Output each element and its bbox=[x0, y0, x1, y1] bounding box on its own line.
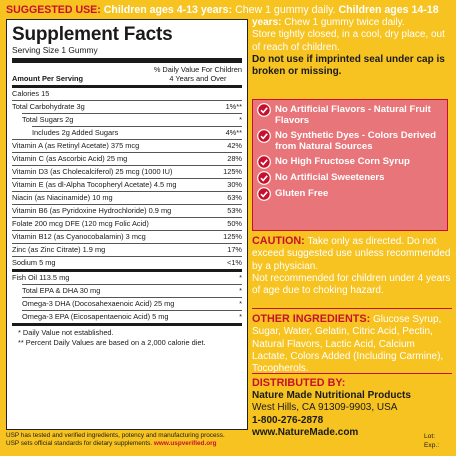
distributor-title: DISTRIBUTED BY: bbox=[252, 377, 346, 389]
dv-header: % Daily Value For Children 4 Years and O… bbox=[153, 65, 242, 83]
facts-title: Supplement Facts bbox=[12, 24, 173, 45]
distributor-section: DISTRIBUTED BY: Nature Made Nutritional … bbox=[252, 377, 452, 439]
distributor-address: West Hills, CA 91309-9903, USA bbox=[252, 402, 398, 414]
facts-row: Vitamin E (as dl-Alpha Tocopheryl Acetat… bbox=[12, 178, 242, 189]
ingredients-section: OTHER INGREDIENTS: Glucose Syrup, Sugar,… bbox=[252, 313, 452, 375]
kids-text: Chew 1 gummy daily. bbox=[235, 4, 336, 16]
storage-text: Store tightly closed, in a cool, dry pla… bbox=[252, 29, 445, 53]
claims-box: No Artificial Flavors - Natural Fruit Fl… bbox=[252, 99, 448, 231]
facts-row: Omega-3 DHA (Docosahexaenoic Acid) 25 mg… bbox=[22, 297, 242, 308]
suggested-use-line: SUGGESTED USE: Children ages 4-13 years:… bbox=[6, 4, 452, 17]
serving-size: Serving Size 1 Gummy bbox=[12, 45, 242, 63]
footnote-percent: ** Percent Daily Values are based on a 2… bbox=[18, 338, 206, 347]
teen-label: Children ages 14-18 bbox=[338, 4, 439, 16]
claim-item: Gluten Free bbox=[257, 186, 443, 201]
facts-row: Sodium 5 mg <1% bbox=[12, 256, 242, 267]
lot-exp: Lot: Exp.: bbox=[424, 432, 452, 450]
facts-row: Total EPA & DHA 30 mg * bbox=[22, 284, 242, 295]
facts-row: Includes 2g Added Sugars 4%** bbox=[32, 126, 242, 137]
facts-row: Total Sugars 2g * bbox=[22, 113, 242, 124]
distributor-name: Nature Made Nutritional Products bbox=[252, 390, 411, 401]
lot-label: Lot: bbox=[424, 433, 435, 440]
claim-item: No High Fructose Corn Syrup bbox=[257, 154, 443, 169]
distributor-phone: 1-800-276-2878 bbox=[252, 414, 324, 426]
check-circle-icon bbox=[257, 128, 271, 143]
distributor-web[interactable]: www.NatureMade.com bbox=[252, 426, 359, 438]
ingredients-title: OTHER INGREDIENTS: bbox=[252, 313, 371, 325]
divider bbox=[252, 373, 452, 375]
caution-title: CAUTION: bbox=[252, 235, 305, 247]
facts-row: Total Carbohydrate 3g 1%** bbox=[12, 100, 242, 111]
usp-line1: USP has tested and verified ingredients,… bbox=[6, 432, 225, 439]
choking-warning: Not recommended for children under 4 yea… bbox=[252, 272, 451, 297]
facts-row: Vitamin B12 (as Cyanocobalamin) 3 mcg 125… bbox=[12, 230, 242, 241]
divider bbox=[252, 308, 452, 310]
facts-row: Vitamin D3 (as Cholecalciferol) 25 mcg (… bbox=[12, 165, 242, 176]
facts-row: Zinc (as Zinc Citrate) 1.9 mg 17% bbox=[12, 243, 242, 254]
exp-label: Exp.: bbox=[424, 442, 440, 449]
facts-row: Niacin (as Niacinamide) 10 mg 63% bbox=[12, 191, 242, 202]
claim-item: No Synthetic Dyes - Colors Derived from … bbox=[257, 128, 443, 153]
suggested-use-label: SUGGESTED USE: bbox=[6, 4, 101, 16]
facts-row: Vitamin B6 (as Pyridoxine Hydrochloride)… bbox=[12, 204, 242, 215]
check-circle-icon bbox=[257, 186, 271, 201]
seal-warning: Do not use if imprinted seal under cap i… bbox=[252, 53, 445, 78]
facts-header: Amount Per Serving % Daily Value For Chi… bbox=[12, 63, 242, 88]
claim-item: No Artificial Flavors - Natural Fruit Fl… bbox=[257, 103, 443, 127]
facts-row: Fish Oil 113.5 mg * bbox=[12, 269, 242, 284]
usp-statement: USP has tested and verified ingredients,… bbox=[6, 432, 426, 449]
ingredients-text: OTHER INGREDIENTS: Glucose Syrup, Sugar,… bbox=[252, 313, 444, 375]
facts-row: Omega-3 EPA (Eicosapentaenoic Acid) 5 mg… bbox=[22, 310, 242, 321]
usp-link[interactable]: www.uspverified.org bbox=[153, 440, 217, 448]
facts-row: Calories 15 bbox=[12, 89, 50, 98]
footnote-daily-value: * Daily Value not established. bbox=[12, 323, 242, 338]
facts-row: Vitamin C (as Ascorbic Acid) 25 mg 28% bbox=[12, 152, 242, 163]
amount-header: Amount Per Serving bbox=[12, 74, 84, 83]
check-circle-icon bbox=[257, 154, 271, 169]
claim-item: No Artificial Sweeteners bbox=[257, 170, 443, 185]
usp-line2: USP sets official standards for dietary … bbox=[6, 440, 217, 448]
supplement-facts-panel: Supplement Facts Serving Size 1 Gummy Am… bbox=[6, 19, 248, 430]
directions: years: Chew 1 gummy twice daily. Store t… bbox=[252, 17, 452, 78]
kids-label: Children ages 4-13 years: bbox=[103, 4, 233, 16]
check-circle-icon bbox=[257, 103, 271, 117]
teen-directions: years: Chew 1 gummy twice daily. bbox=[252, 17, 405, 28]
facts-row: Folate 200 mcg DFE (120 mcg Folic Acid) 5… bbox=[12, 217, 242, 228]
caution-text: CAUTION: Take only as directed. Do not e… bbox=[252, 235, 451, 272]
check-circle-icon bbox=[257, 170, 271, 185]
caution-section: CAUTION: Take only as directed. Do not e… bbox=[252, 235, 452, 297]
facts-row: Vitamin A (as Retinyl Acetate) 375 mcg 42… bbox=[12, 139, 242, 150]
